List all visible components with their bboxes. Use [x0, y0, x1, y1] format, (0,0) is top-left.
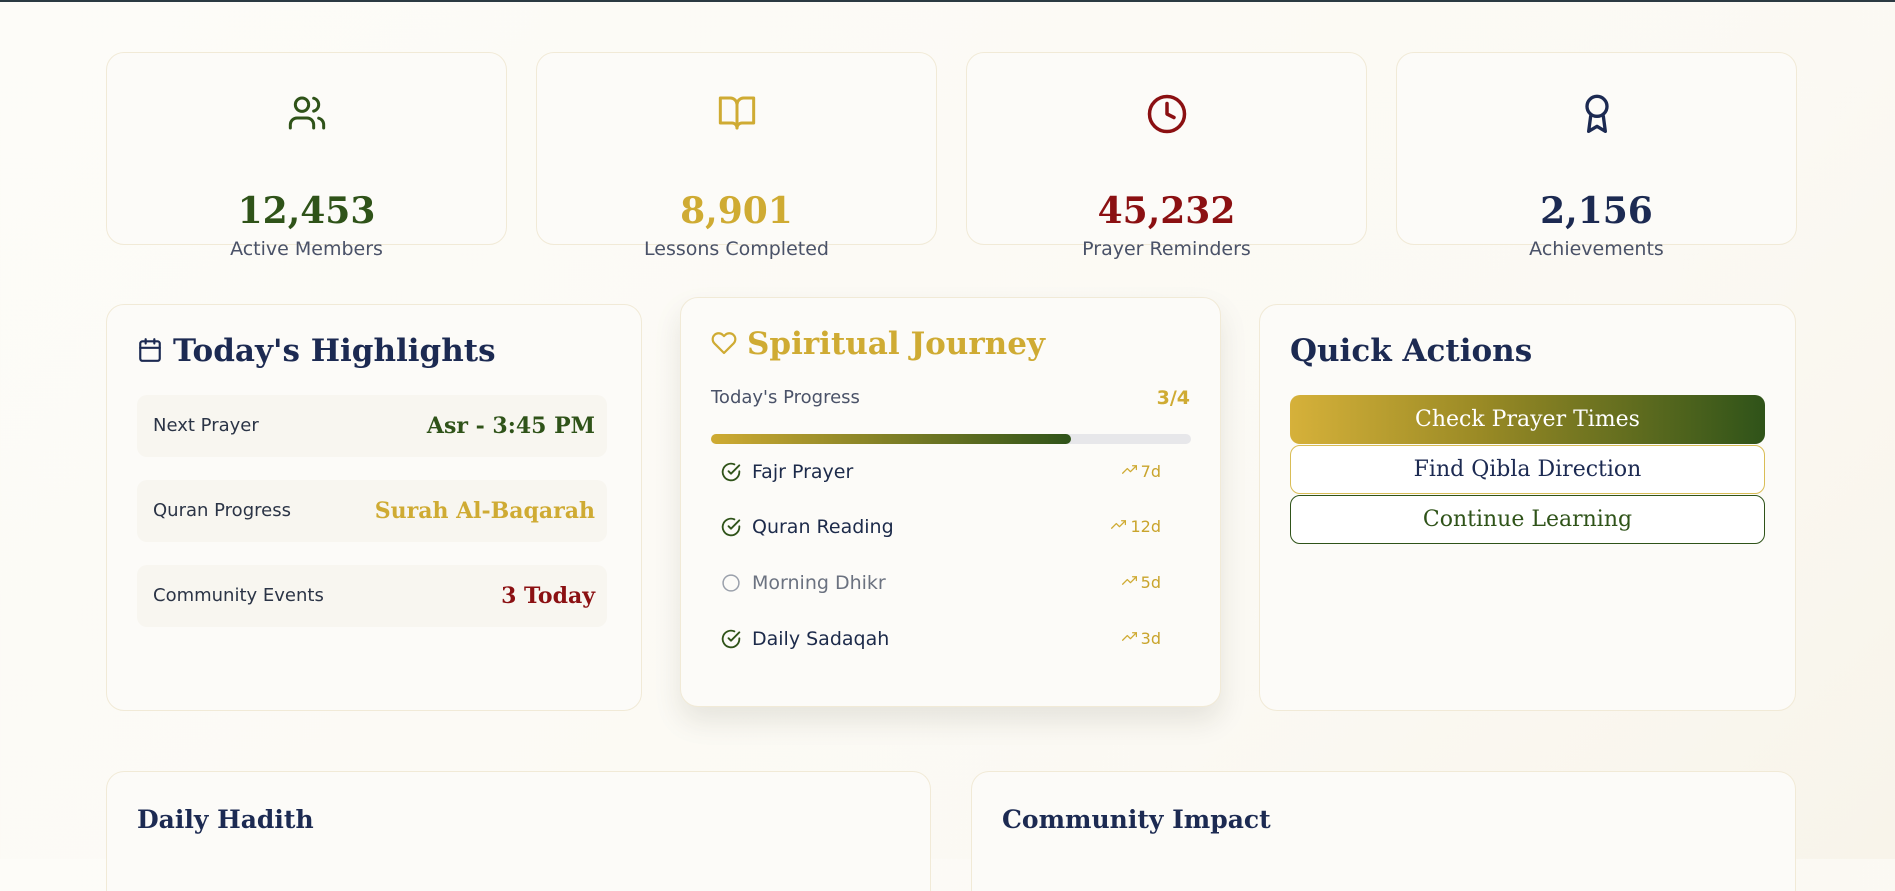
heart-icon — [711, 330, 737, 360]
calendar-icon — [137, 337, 163, 367]
highlight-row-quran-progress: Quran Progress Surah Al-Baqarah — [137, 480, 607, 542]
check-circle-icon[interactable] — [721, 517, 741, 537]
quick-actions-card: Quick Actions Check Prayer Times Find Qi… — [1259, 304, 1796, 711]
stat-value: 2,156 — [1540, 190, 1653, 232]
highlight-label: Community Events — [153, 585, 324, 606]
community-impact-title: Community Impact — [1002, 805, 1271, 834]
stat-label: Achievements — [1529, 238, 1664, 260]
stat-value: 8,901 — [680, 190, 793, 232]
daily-hadith-card: Daily Hadith — [106, 771, 931, 891]
highlight-label: Quran Progress — [153, 500, 291, 521]
task-name: Daily Sadaqah — [752, 628, 890, 650]
stat-value: 12,453 — [237, 190, 376, 232]
top-border — [0, 0, 1895, 2]
task-streak: 7d — [1121, 456, 1161, 488]
spiritual-journey-card: Spiritual Journey Today's Progress 3/4 F… — [680, 297, 1221, 707]
trending-up-icon — [1121, 623, 1137, 655]
task-name: Quran Reading — [752, 516, 894, 538]
streak-days: 3d — [1140, 629, 1161, 648]
stat-value: 45,232 — [1097, 190, 1236, 232]
streak-days: 12d — [1130, 517, 1161, 536]
streak-days: 5d — [1140, 573, 1161, 592]
task-streak: 3d — [1121, 623, 1161, 655]
highlight-row-community-events: Community Events 3 Today — [137, 565, 607, 627]
streak-days: 7d — [1140, 462, 1161, 481]
stat-card-lessons: 8,901 Lessons Completed — [536, 52, 937, 260]
stat-card-achievements: 2,156 Achievements — [1396, 52, 1797, 260]
stat-label: Lessons Completed — [644, 238, 829, 260]
continue-learning-button[interactable]: Continue Learning — [1290, 495, 1765, 544]
check-circle-icon[interactable] — [721, 629, 741, 649]
daily-hadith-title: Daily Hadith — [137, 805, 314, 834]
community-impact-card: Community Impact — [971, 771, 1796, 891]
highlight-row-next-prayer: Next Prayer Asr - 3:45 PM — [137, 395, 607, 457]
progress-bar — [711, 434, 1191, 444]
journey-task[interactable]: Daily Sadaqah 3d — [721, 623, 1161, 655]
highlights-card: Today's Highlights Next Prayer Asr - 3:4… — [106, 304, 642, 711]
check-prayer-times-button[interactable]: Check Prayer Times — [1290, 395, 1765, 444]
stat-label: Active Members — [230, 238, 383, 260]
quick-actions-title: Quick Actions — [1290, 333, 1533, 369]
clock-icon — [967, 93, 1366, 134]
highlight-value: Surah Al-Baqarah — [374, 498, 595, 524]
progress-bar-fill — [711, 434, 1071, 444]
highlight-label: Next Prayer — [153, 415, 259, 436]
trending-up-icon — [1111, 511, 1127, 543]
empty-circle-icon[interactable] — [721, 573, 741, 593]
trending-up-icon — [1121, 456, 1137, 488]
task-name: Fajr Prayer — [752, 461, 854, 483]
stat-card-members: 12,453 Active Members — [106, 52, 507, 260]
highlight-value: 3 Today — [501, 583, 595, 609]
progress-count: 3/4 — [1156, 387, 1190, 409]
book-open-icon — [537, 93, 936, 133]
check-circle-icon[interactable] — [721, 462, 741, 482]
stat-label: Prayer Reminders — [1082, 238, 1251, 260]
journey-title: Spiritual Journey — [747, 326, 1045, 362]
users-icon — [107, 93, 506, 133]
trending-up-icon — [1121, 567, 1137, 599]
find-qibla-button[interactable]: Find Qibla Direction — [1290, 445, 1765, 494]
highlights-title: Today's Highlights — [173, 333, 496, 369]
task-streak: 5d — [1121, 567, 1161, 599]
progress-label: Today's Progress — [711, 387, 860, 408]
journey-task[interactable]: Quran Reading 12d — [721, 511, 1161, 543]
journey-task[interactable]: Fajr Prayer 7d — [721, 456, 1161, 488]
task-name: Morning Dhikr — [752, 572, 886, 594]
stat-card-reminders: 45,232 Prayer Reminders — [966, 52, 1367, 260]
award-icon — [1397, 93, 1796, 133]
task-streak: 12d — [1111, 511, 1161, 543]
highlight-value: Asr - 3:45 PM — [426, 413, 595, 439]
journey-task[interactable]: Morning Dhikr 5d — [721, 567, 1161, 599]
